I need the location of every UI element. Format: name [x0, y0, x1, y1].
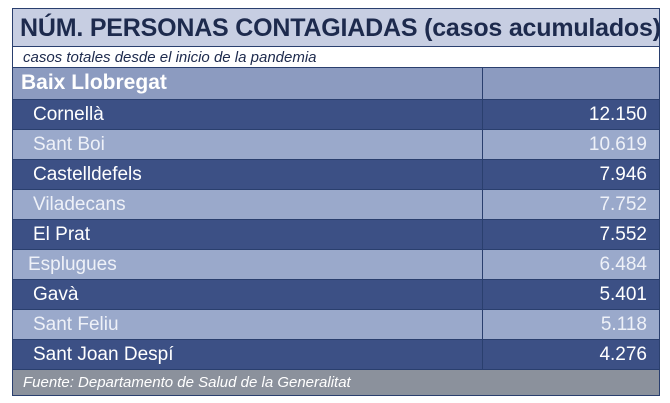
table-row: Cornellà 12.150: [13, 100, 659, 130]
municipality-label: Viladecans: [33, 194, 126, 215]
table-row: Sant Joan Despí 4.276: [13, 340, 659, 370]
case-count-value: 10.619: [588, 134, 647, 155]
column-divider: [482, 280, 483, 309]
municipality-label: Gavà: [33, 284, 79, 305]
footer-row: Fuente: Departamento de Salud de la Gene…: [13, 370, 659, 395]
table-row: Gavà 5.401: [13, 280, 659, 310]
table-frame: NÚM. PERSONAS CONTAGIADAS (casos acumula…: [12, 8, 661, 396]
column-divider: [482, 190, 483, 219]
case-count-value: 5.401: [599, 284, 647, 305]
title-row: NÚM. PERSONAS CONTAGIADAS (casos acumula…: [13, 9, 661, 47]
table-subtitle: casos totales desde el inicio de la pand…: [23, 49, 317, 66]
table-row: Viladecans 7.752: [13, 190, 659, 220]
region-name: Baix Llobregat: [21, 71, 167, 94]
source-note: Fuente: Departamento de Salud de la Gene…: [23, 374, 351, 391]
column-divider: [482, 130, 483, 159]
column-divider: [482, 100, 483, 129]
subtitle-row: casos totales desde el inicio de la pand…: [13, 47, 659, 68]
municipality-label: Castelldefels: [33, 164, 142, 185]
case-count-value: 6.484: [599, 254, 647, 275]
case-count-value: 7.752: [599, 194, 647, 215]
case-count-value: 7.552: [599, 224, 647, 245]
case-count-value: 4.276: [599, 344, 647, 365]
municipality-label: El Prat: [33, 224, 91, 245]
column-divider: [482, 310, 483, 339]
table-row: Castelldefels 7.946: [13, 160, 659, 190]
region-header-row: Baix Llobregat: [13, 68, 659, 100]
case-count-value: 7.946: [599, 164, 647, 185]
case-count-value: 12.150: [588, 104, 647, 125]
column-divider: [482, 340, 483, 369]
municipality-label: Sant Joan Despí: [33, 344, 174, 365]
column-divider: [482, 160, 483, 189]
municipality-label: Cornellà: [33, 104, 104, 125]
table-row: Sant Boi 10.619: [13, 130, 659, 160]
column-divider: [482, 68, 483, 99]
table-row: Sant Feliu 5.118: [13, 310, 659, 340]
municipality-label: Sant Boi: [33, 134, 105, 155]
column-divider: [482, 250, 483, 279]
table-row: El Prat 7.552: [13, 220, 659, 250]
case-count-value: 5.118: [600, 314, 647, 335]
column-divider: [482, 220, 483, 249]
table-row: Esplugues 6.484: [13, 250, 659, 280]
municipality-label: Sant Feliu: [33, 314, 119, 335]
municipality-label: Esplugues: [28, 254, 117, 275]
table-title: NÚM. PERSONAS CONTAGIADAS (casos acumula…: [20, 14, 661, 42]
